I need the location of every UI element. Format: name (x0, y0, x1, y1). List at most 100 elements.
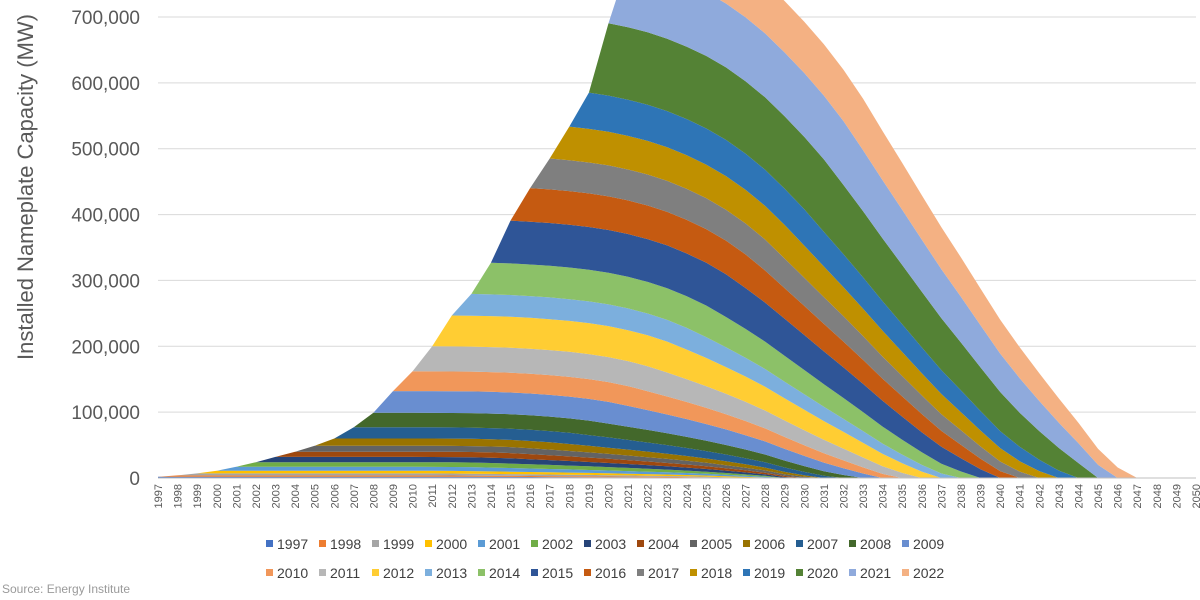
area-series-2019 (158, 92, 1196, 478)
legend-swatch-2000 (425, 540, 432, 547)
x-tick-label: 2017 (545, 484, 557, 508)
x-tick-label: 2016 (525, 484, 537, 508)
y-tick-label: 0 (129, 469, 140, 490)
y-axis-label: Installed Nameplate Capacity (MW) (13, 14, 38, 360)
y-tick-label: 100,000 (71, 403, 140, 424)
x-tick-label: 2006 (329, 484, 341, 508)
legend-label-2018: 2018 (701, 565, 732, 581)
x-tick-label: 2029 (780, 484, 792, 508)
area-series-2001 (158, 466, 1196, 478)
x-tick-label: 2031 (819, 484, 831, 508)
y-tick-label: 600,000 (71, 74, 140, 95)
y-tick-label: 400,000 (71, 206, 140, 227)
area-series-2004 (158, 451, 1196, 478)
x-tick-label: 2047 (1132, 484, 1144, 508)
area-series-2016 (158, 188, 1196, 478)
x-tick-label: 2022 (643, 484, 655, 508)
x-tick-label: 2045 (1093, 484, 1105, 508)
x-tick-label: 2005 (310, 484, 322, 508)
legend-swatch-2021 (849, 569, 856, 576)
legend-swatch-1997 (266, 540, 273, 547)
area-series-2015 (158, 220, 1196, 478)
x-tick-label: 1999 (192, 484, 204, 508)
area-series-2009 (158, 391, 1196, 478)
x-tick-label: 2025 (701, 484, 713, 508)
legend-label-2000: 2000 (436, 536, 467, 552)
x-tick-label: 2014 (486, 484, 498, 508)
x-tick-label: 2042 (1034, 484, 1046, 508)
legend-label-2006: 2006 (754, 536, 785, 552)
legend-label-2003: 2003 (595, 536, 626, 552)
area-series-2003 (158, 456, 1196, 478)
x-tick-label: 2003 (271, 484, 283, 508)
area-series-group (158, 0, 1196, 478)
x-tick-label: 2000 (212, 484, 224, 508)
x-tick-label: 2002 (251, 484, 263, 508)
x-tick-label: 2011 (427, 484, 439, 508)
legend-label-2007: 2007 (807, 536, 838, 552)
x-tick-label: 2036 (917, 484, 929, 508)
x-tick-label: 2048 (1152, 484, 1164, 508)
legend-swatch-2008 (849, 540, 856, 547)
x-tick-label: 2015 (506, 484, 518, 508)
legend-swatch-2013 (425, 569, 432, 576)
x-tick-label: 2024 (682, 484, 694, 508)
y-tick-label: 500,000 (71, 140, 140, 161)
area-series-2005 (158, 445, 1196, 478)
area-series-2014 (158, 262, 1196, 478)
legend-label-2009: 2009 (913, 536, 944, 552)
x-tick-label: 2030 (799, 484, 811, 508)
x-tick-label: 2032 (839, 484, 851, 508)
legend-label-2010: 2010 (277, 565, 308, 581)
x-tick-label: 2019 (584, 484, 596, 508)
area-series-2020 (158, 23, 1196, 478)
x-tick-label: 2004 (290, 484, 302, 508)
area-series-2000 (158, 470, 1196, 478)
legend-label-2008: 2008 (860, 536, 891, 552)
x-tick-label: 2009 (388, 484, 400, 508)
legend-swatch-2012 (372, 569, 379, 576)
x-tick-label: 2018 (564, 484, 576, 508)
legend: 1997 1998 1999 2000 2001 2002 2003 2004 2005 2006… (266, 536, 944, 581)
x-tick-label: 1998 (173, 484, 185, 508)
x-tick-label: 2034 (878, 484, 890, 508)
x-tick-label: 2012 (447, 484, 459, 508)
x-tick-label: 2043 (1054, 484, 1066, 508)
x-tick-label: 2037 (936, 484, 948, 508)
x-tick-label: 2044 (1074, 484, 1086, 508)
x-tick-label: 2040 (995, 484, 1007, 508)
area-series-2007 (158, 427, 1196, 478)
x-tick-label: 2033 (858, 484, 870, 508)
x-tick-label: 2038 (956, 484, 968, 508)
x-tick-label: 2041 (1015, 484, 1027, 508)
legend-label-1997: 1997 (277, 536, 308, 552)
x-tick-labels: 1997 1998 1999 2000 2001 2002 2003 2004 2005 2006… (153, 484, 1200, 508)
legend-label-2021: 2021 (860, 565, 891, 581)
legend-swatch-2011 (319, 569, 326, 576)
legend-swatch-2014 (478, 569, 485, 576)
legend-label-2015: 2015 (542, 565, 573, 581)
x-tick-label: 2027 (741, 484, 753, 508)
legend-label-2012: 2012 (383, 565, 414, 581)
legend-label-2020: 2020 (807, 565, 838, 581)
legend-swatch-2016 (584, 569, 591, 576)
legend-label-2014: 2014 (489, 565, 520, 581)
area-series-2006 (158, 438, 1196, 478)
legend-label-2011: 2011 (330, 565, 360, 581)
y-tick-label: 300,000 (71, 271, 140, 292)
area-series-1999 (158, 473, 1196, 478)
source-note: Source: Energy Institute (2, 582, 131, 596)
x-tick-label: 2001 (231, 484, 243, 508)
x-tick-label: 2021 (623, 484, 635, 508)
x-tick-label: 2020 (604, 484, 616, 508)
x-tick-label: 1997 (153, 484, 165, 508)
x-tick-label: 2013 (466, 484, 478, 508)
legend-swatch-1999 (372, 540, 379, 547)
legend-label-2016: 2016 (595, 565, 626, 581)
legend-swatch-2006 (743, 540, 750, 547)
area-series-2018 (158, 126, 1196, 478)
legend-label-2002: 2002 (542, 536, 573, 552)
legend-swatch-2019 (743, 569, 750, 576)
legend-swatch-2009 (902, 540, 909, 547)
